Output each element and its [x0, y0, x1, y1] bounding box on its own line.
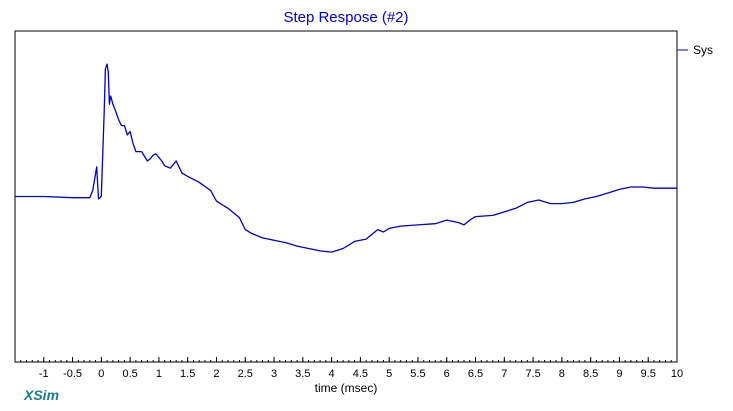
- x-tick-label: 1.5: [180, 368, 195, 380]
- x-tick-label: 5.5: [410, 368, 425, 380]
- x-tick-label: 9.5: [641, 368, 656, 380]
- x-tick-label: 7.5: [525, 368, 540, 380]
- x-tick-label: 6: [444, 368, 450, 380]
- x-tick-label: 4.5: [353, 368, 368, 380]
- series-line-sys: [15, 63, 677, 253]
- x-tick-label: 10: [671, 368, 683, 380]
- x-tick-label: 2: [213, 368, 219, 380]
- x-tick-label: 6.5: [468, 368, 483, 380]
- x-tick-label: 1: [156, 368, 162, 380]
- x-tick-label: 2.5: [238, 368, 253, 380]
- plot-frame: [14, 30, 678, 363]
- x-axis-label: time (msec): [315, 381, 378, 395]
- x-tick-label: 7: [501, 368, 507, 380]
- x-tick-label: 4: [329, 368, 335, 380]
- x-tick-label: 8: [559, 368, 565, 380]
- series-layer: [15, 63, 677, 253]
- x-tick-label: 3.5: [295, 368, 310, 380]
- x-tick-label: 9: [616, 368, 622, 380]
- x-axis: -1 -0.5 0 0.5 1 1.5 2 2.5 3 3.5 4 4.5 5 5.5 6 6.5 7 7.5 8 8…: [14, 357, 683, 380]
- chart-title: Step Respose (#2): [283, 9, 408, 26]
- x-tick-label: 0.5: [122, 368, 137, 380]
- x-tick-label: 0: [98, 368, 104, 380]
- x-tick-label: 8.5: [583, 368, 598, 380]
- x-tick-label: -1: [39, 368, 49, 380]
- x-tick-label: 3: [271, 368, 277, 380]
- legend-label-sys: Sys: [693, 43, 713, 57]
- x-tick-label: -0.5: [63, 368, 82, 380]
- brand-logo: XSim: [23, 387, 59, 403]
- x-tick-label: 5: [386, 368, 392, 380]
- legend: Sys: [677, 43, 713, 57]
